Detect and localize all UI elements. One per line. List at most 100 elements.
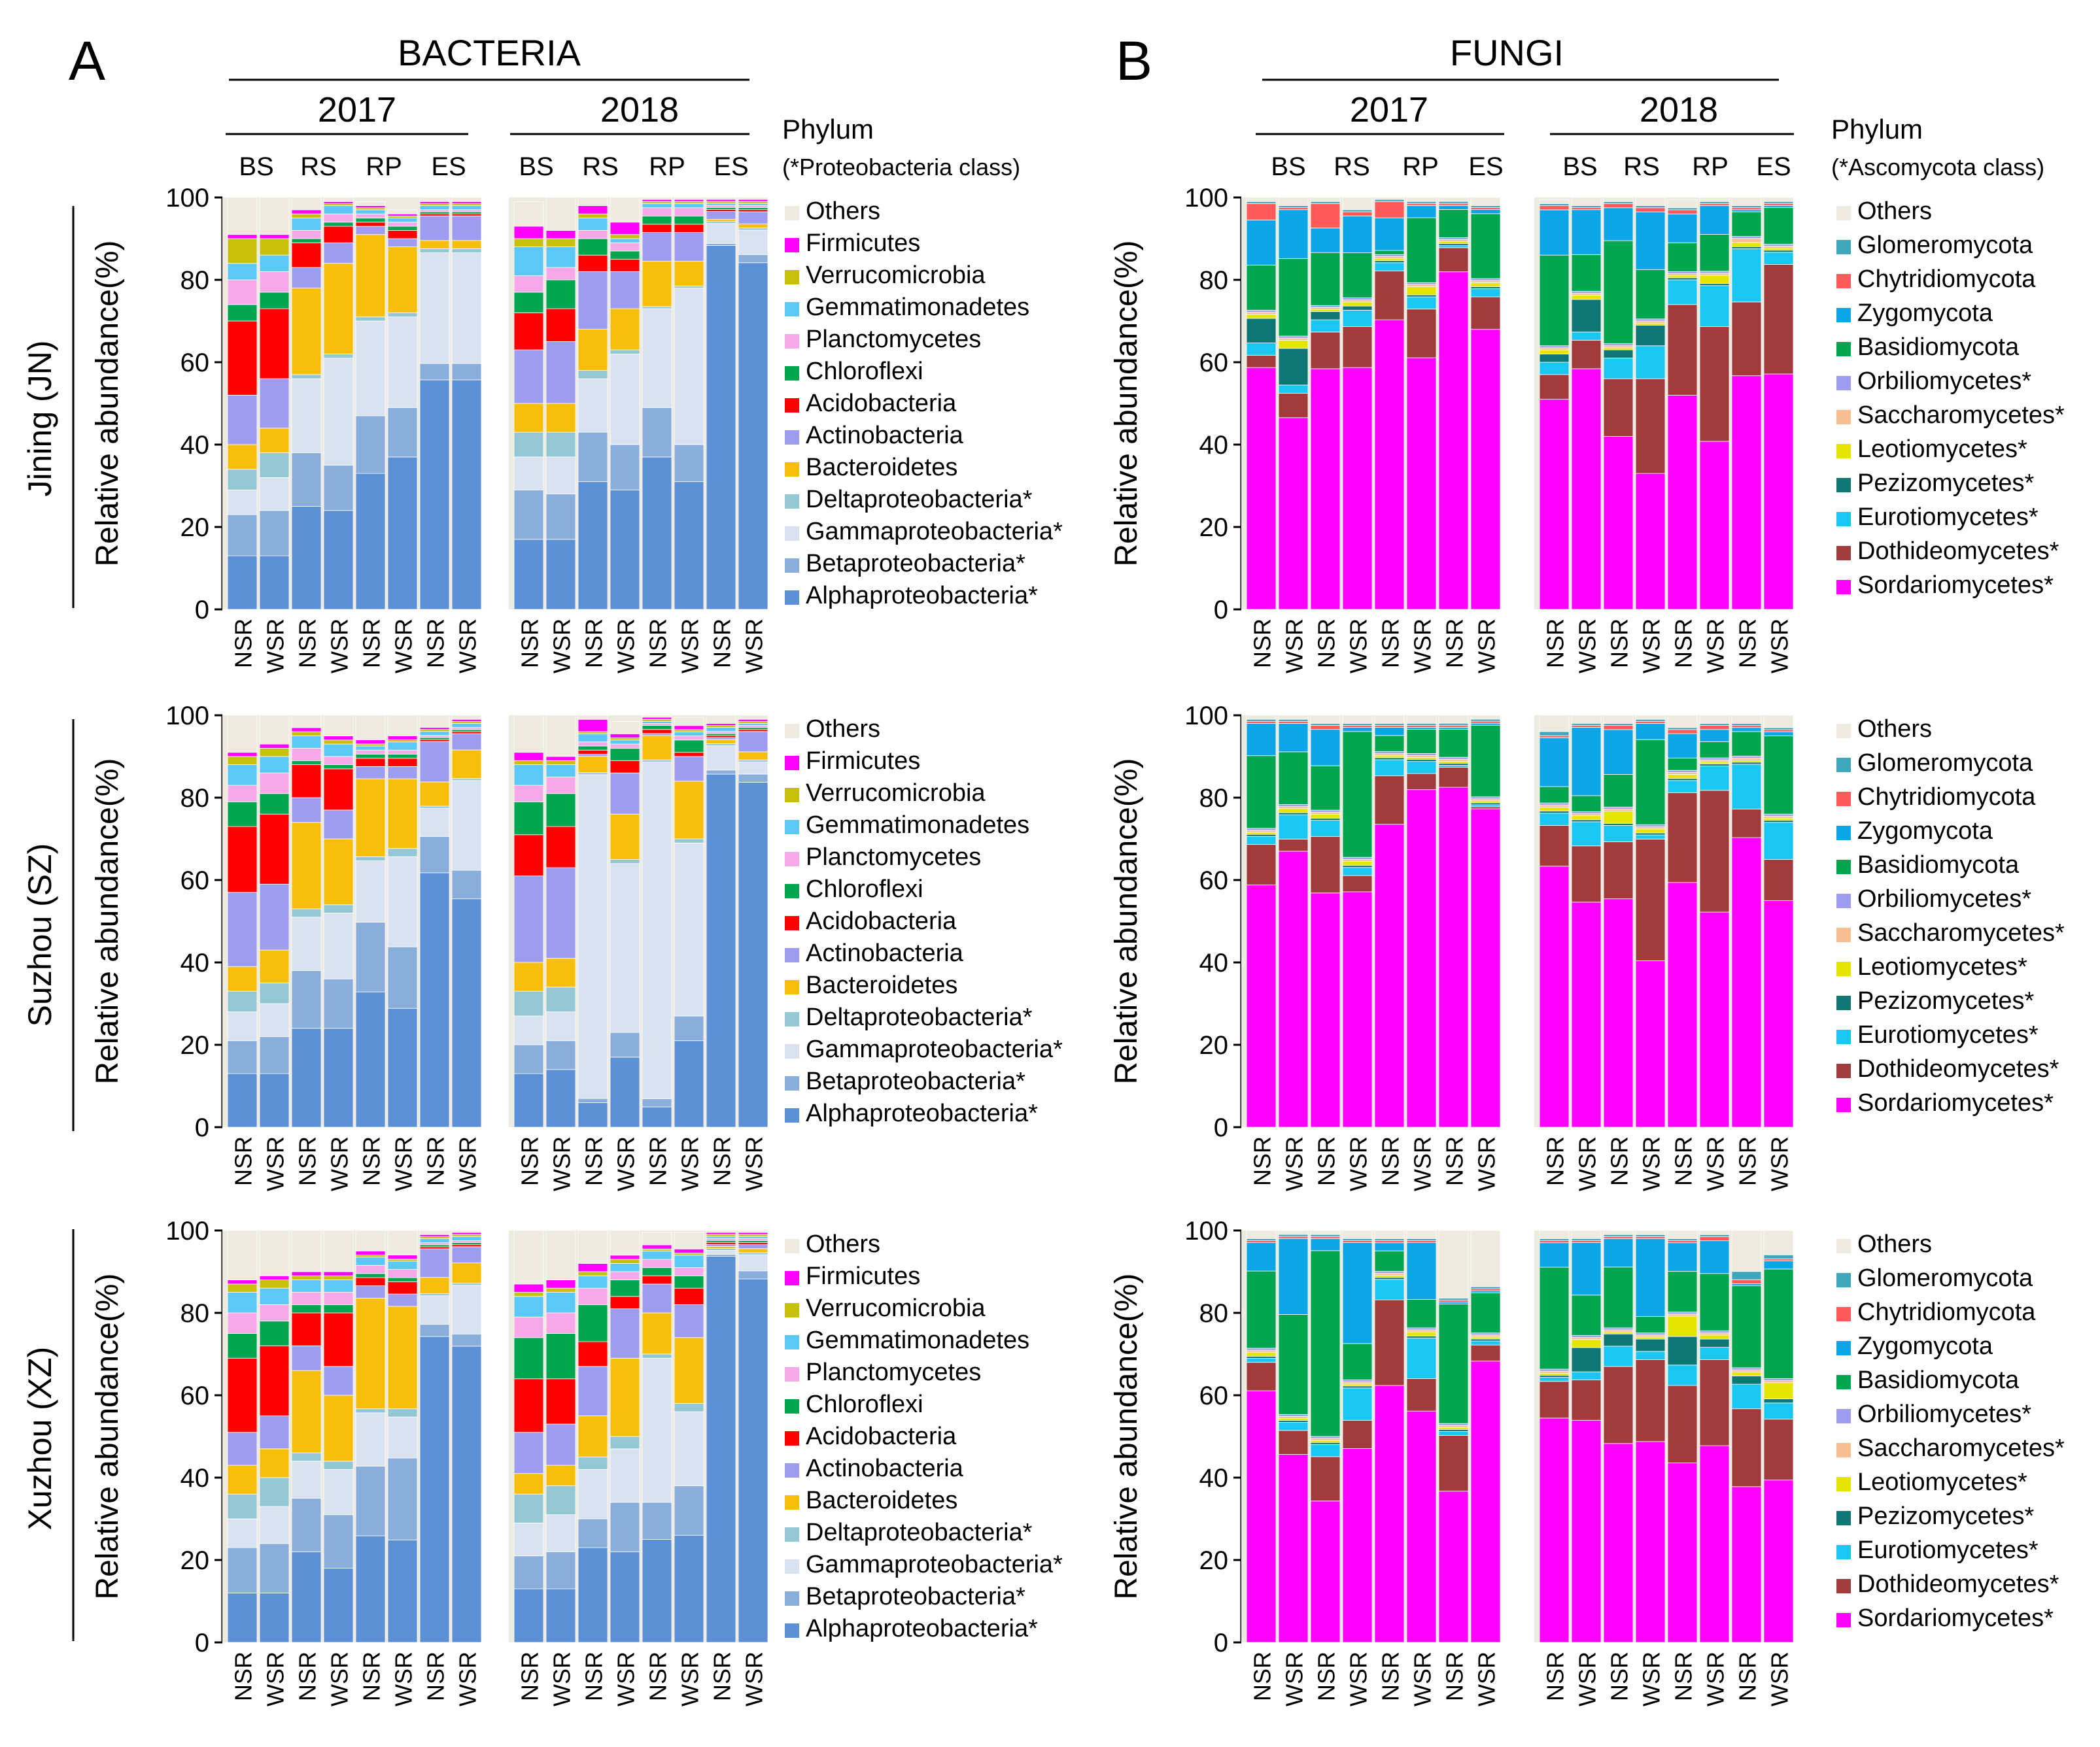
bar-segment <box>1374 725 1405 728</box>
bar-segment <box>387 218 418 223</box>
bar-segment <box>227 395 258 445</box>
bar-segment <box>387 1457 418 1540</box>
legend-swatch <box>785 206 799 220</box>
bar-segment <box>1763 736 1794 815</box>
bar-segment <box>1699 741 1730 758</box>
bar-segment <box>1635 828 1666 834</box>
bar-segment <box>387 1408 418 1417</box>
bar-segment <box>1603 723 1634 726</box>
bar-segment <box>577 749 608 755</box>
y-tick-label: 80 <box>181 1299 210 1328</box>
x-tick-label: WSR <box>677 1652 704 1706</box>
bar-segment <box>1406 1242 1437 1300</box>
bar-segment <box>387 209 418 214</box>
x-tick-label: WSR <box>455 1652 481 1706</box>
y-axis-label: Relative abundance(%) <box>1109 241 1144 567</box>
bar-segment <box>545 341 576 404</box>
y-tick-label: 100 <box>1184 702 1228 730</box>
legend-label: Others <box>806 1230 880 1258</box>
legend-label: Basidiomycota <box>1857 333 2020 361</box>
stage-label: RP <box>1692 152 1729 181</box>
bar-segment <box>1603 1234 1634 1237</box>
y-tick-label: 0 <box>1214 1629 1228 1657</box>
bar-segment <box>1438 1491 1469 1643</box>
bar-segment <box>291 288 322 375</box>
bar-segment <box>227 801 258 827</box>
bar-segment <box>706 209 736 212</box>
bar-segment <box>577 756 608 773</box>
bar-segment <box>451 1346 482 1643</box>
bar-segment <box>1603 1443 1634 1643</box>
stage-label: RP <box>366 152 402 181</box>
bar-segment <box>1278 258 1309 337</box>
legend-swatch <box>1836 1098 1851 1112</box>
bar-segment <box>610 489 640 610</box>
bar-segment <box>355 316 386 322</box>
bar-segment <box>1342 1380 1373 1383</box>
bar-segment <box>1667 1463 1698 1643</box>
bar-segment <box>674 1275 704 1289</box>
x-tick-label: WSR <box>1473 1136 1500 1191</box>
bar-segment <box>1278 751 1309 805</box>
bar-segment <box>355 739 386 745</box>
legend-label: Sordariomycetes* <box>1857 571 2054 599</box>
bar-segment <box>1571 207 1602 211</box>
bar-segment <box>1278 721 1309 724</box>
bar-segment <box>1699 729 1730 742</box>
legend-swatch <box>1836 1375 1851 1389</box>
legend-label: Alphaproteobacteria* <box>806 1100 1038 1127</box>
bar-segment <box>1699 441 1730 610</box>
bar-segment <box>1374 199 1405 202</box>
x-tick-label: NSR <box>517 1652 543 1701</box>
bar-segment <box>419 1293 450 1297</box>
x-tick-label: NSR <box>709 619 736 668</box>
bar-segment <box>387 229 418 239</box>
bar-segment <box>674 736 704 741</box>
bar-segment <box>355 209 386 214</box>
bar-segment <box>291 908 322 918</box>
bar-segment <box>259 271 290 293</box>
bar-segment <box>1699 201 1730 204</box>
bar-segment <box>1699 197 1730 202</box>
bar-segment <box>738 729 768 732</box>
bar-segment <box>259 452 290 478</box>
bar-segment <box>419 248 450 254</box>
legend-swatch <box>785 1431 799 1446</box>
bar-segment <box>1406 357 1437 610</box>
bar-segment <box>1278 209 1309 259</box>
bar-segment <box>610 1271 640 1281</box>
bar-segment <box>642 215 672 225</box>
bar-segment <box>323 358 354 466</box>
bar-segment <box>1246 722 1277 756</box>
bar-segment <box>674 756 704 782</box>
bar-segment <box>1278 207 1309 211</box>
x-tick-label: WSR <box>326 1136 353 1191</box>
bar-segment <box>1406 217 1437 283</box>
bar-segment <box>1699 285 1730 327</box>
bar-segment <box>355 991 386 1128</box>
legend-label: Bacteroidetes <box>806 454 957 481</box>
legend-label: Gammaproteobacteria* <box>806 1551 1063 1578</box>
bar-segment <box>419 201 450 204</box>
bar-segment <box>259 1416 290 1450</box>
bar-segment <box>1731 809 1762 838</box>
legend-swatch <box>1836 274 1851 288</box>
bar-segment <box>1603 809 1634 811</box>
bar-segment <box>1246 1230 1277 1239</box>
bar-segment <box>513 1473 544 1495</box>
bar-segment <box>259 1592 290 1643</box>
bar-segment <box>419 215 450 241</box>
bar-segment <box>387 946 418 1009</box>
bar-segment <box>355 1298 386 1410</box>
bar-segment <box>706 1232 736 1235</box>
bar-segment <box>451 211 482 214</box>
bar-segment <box>1731 242 1762 247</box>
bar-segment <box>1603 774 1634 807</box>
bar-segment <box>451 721 482 724</box>
bar-segment <box>227 756 258 766</box>
bar-segment <box>674 286 704 289</box>
x-tick-label: WSR <box>613 1136 640 1191</box>
y-axis-label: Relative abundance(%) <box>90 1274 125 1600</box>
legend-label: Chloroflexi <box>806 1391 923 1418</box>
